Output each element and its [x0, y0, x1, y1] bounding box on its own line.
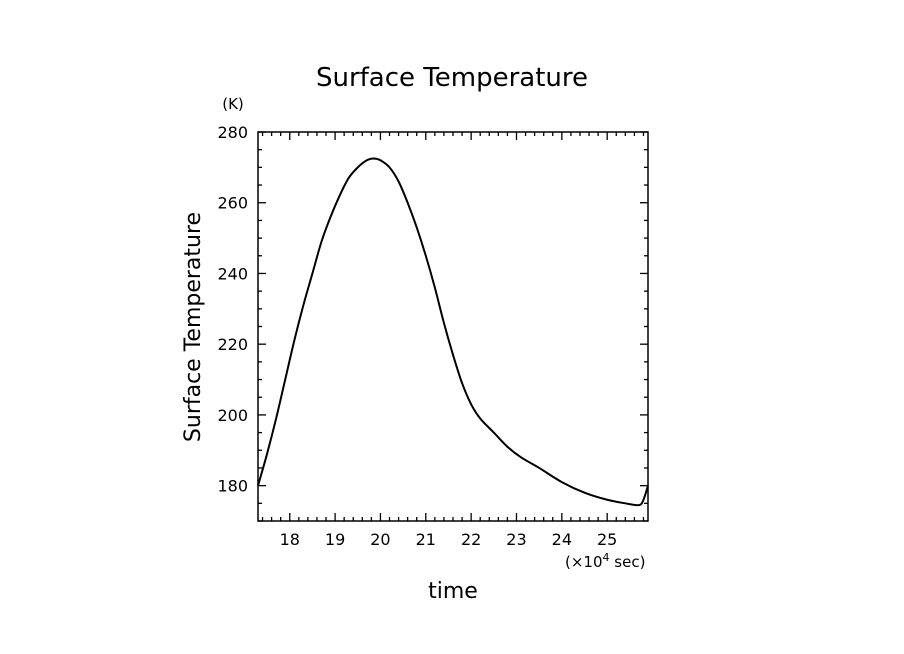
x-tick-label: 23	[506, 530, 526, 549]
x-tick-label: 21	[416, 530, 436, 549]
series-line	[257, 157, 649, 507]
axis-ticks	[258, 131, 648, 522]
plot-frame	[257, 131, 649, 522]
chart-title: Surface Temperature	[316, 63, 588, 93]
y-tick-labels: 180 200 220 240 260 280	[217, 123, 248, 496]
y-tick-label: 260	[217, 194, 248, 213]
x-tick-label: 19	[325, 530, 345, 549]
y-axis-label: Surface Temperature	[181, 212, 206, 442]
y-tick-label: 200	[217, 406, 248, 425]
x-tick-label: 22	[461, 530, 481, 549]
y-tick-label: 180	[217, 477, 248, 496]
x-axis-unit: (×104 sec)	[565, 551, 645, 571]
y-tick-label: 280	[217, 123, 248, 142]
y-tick-label: 220	[217, 335, 248, 354]
x-tick-labels: 18 19 20 21 22 23 24 25	[280, 530, 618, 549]
x-tick-label: 18	[280, 530, 300, 549]
x-axis-label: time	[428, 579, 478, 604]
y-axis-unit: (K)	[222, 95, 244, 113]
y-tick-label: 240	[217, 264, 248, 283]
x-tick-label: 20	[370, 530, 390, 549]
x-tick-label: 25	[597, 530, 617, 549]
x-tick-label: 24	[552, 530, 572, 549]
